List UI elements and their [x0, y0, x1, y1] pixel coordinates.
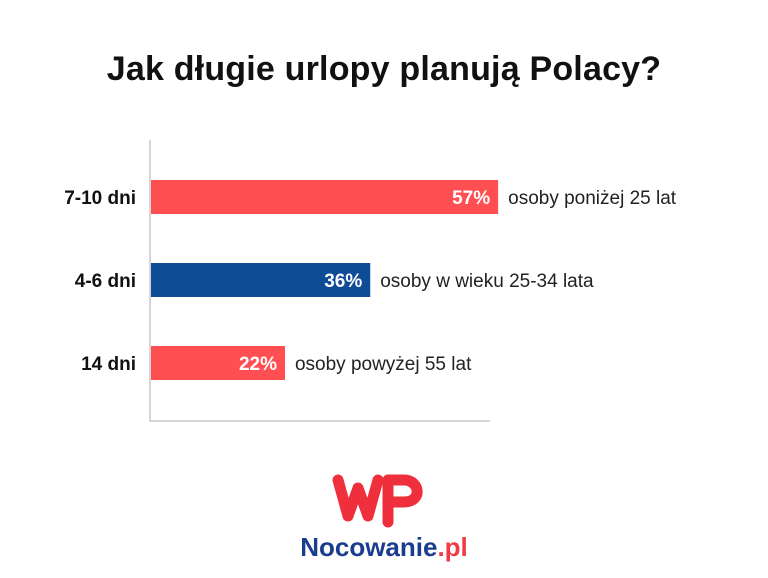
value-label: 22% — [239, 354, 277, 375]
wp-logo-icon — [332, 474, 423, 528]
bar — [151, 180, 499, 214]
brand-name-tld: .pl — [437, 532, 468, 562]
category-label: 4-6 dni — [75, 271, 136, 292]
category-label: 14 dni — [81, 354, 136, 375]
category-label: 7-10 dni — [64, 188, 136, 209]
bar-annotation: osoby w wieku 25-34 lata — [380, 271, 594, 292]
brand-name: Nocowanie.pl — [0, 532, 768, 563]
bar-annotation: osoby powyżej 55 lat — [295, 354, 472, 375]
chart-title: Jak długie urlopy planują Polacy? — [106, 50, 662, 88]
value-label: 57% — [452, 188, 490, 209]
bars-group: 7-10 dni 57% osoby poniżej 25 lat 4-6 dni 36… — [64, 180, 677, 380]
wp-logo-p — [382, 474, 423, 528]
wp-logo-w — [332, 474, 384, 522]
bar-annotation: osoby poniżej 25 lat — [508, 188, 677, 209]
bar — [151, 346, 285, 380]
bar — [151, 263, 371, 297]
value-label: 36% — [324, 271, 362, 292]
brand-name-main: Nocowanie — [300, 532, 438, 562]
